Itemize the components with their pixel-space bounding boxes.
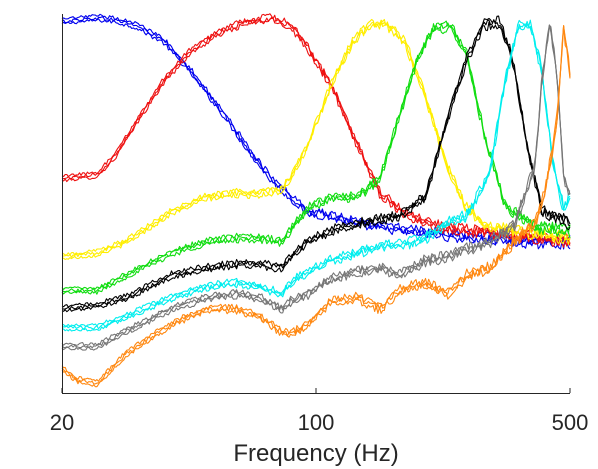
series-4-trace-3: [61, 20, 571, 290]
series-5-trace-1: [61, 21, 571, 313]
series-8-trace-2: [61, 25, 571, 385]
series-3-trace-2: [61, 20, 571, 258]
x-tick-layer: 20 100 500: [50, 388, 589, 435]
series-5-trace-3: [61, 15, 571, 308]
series-6: [61, 19, 571, 332]
series-8-trace-1: [61, 25, 571, 388]
series-layer: [61, 13, 571, 388]
x-tick-label-100: 100: [298, 410, 335, 435]
series-2-trace-3: [61, 13, 571, 245]
series-3-trace-3: [61, 18, 571, 256]
series-2: [61, 13, 571, 248]
x-axis-title: Frequency (Hz): [233, 440, 398, 467]
series-5: [61, 15, 571, 313]
series-8-trace-3: [61, 25, 571, 382]
series-3: [61, 18, 571, 261]
series-7: [61, 24, 571, 351]
series-6-trace-1: [61, 23, 571, 332]
series-6-trace-3: [61, 19, 571, 328]
plot-background: [62, 14, 570, 393]
series-4: [61, 20, 571, 295]
series-2-trace-1: [61, 17, 571, 248]
x-tick-label-500: 500: [552, 410, 589, 435]
series-6-trace-2: [61, 23, 571, 330]
series-7-trace-2: [61, 24, 571, 349]
series-3-trace-1: [61, 21, 571, 261]
x-tick-label-20: 20: [50, 410, 74, 435]
series-7-trace-3: [61, 25, 571, 347]
series-8: [61, 25, 571, 388]
